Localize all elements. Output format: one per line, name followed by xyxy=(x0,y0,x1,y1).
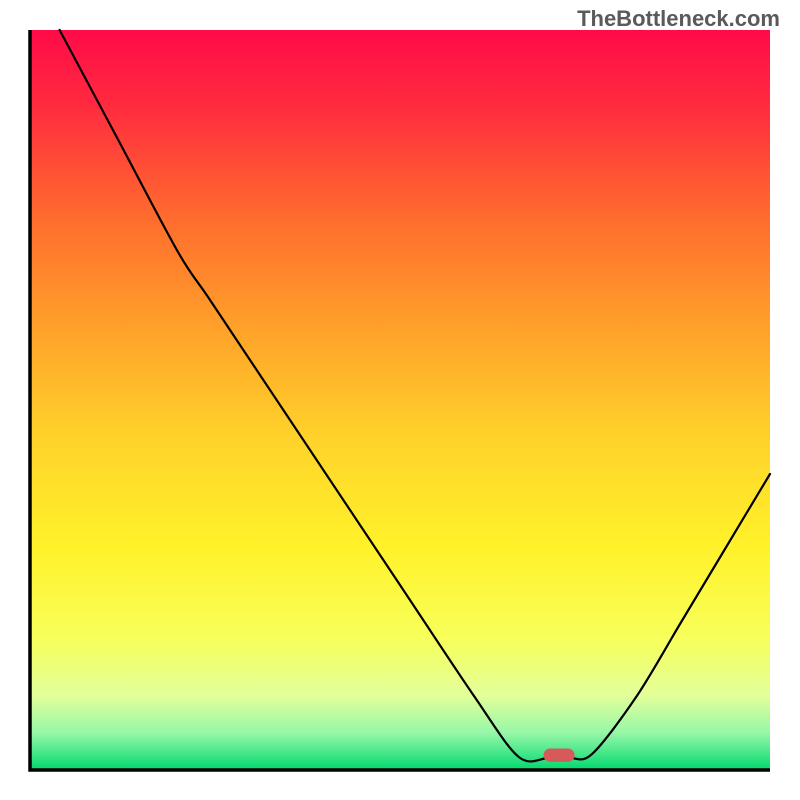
optimal-marker xyxy=(544,749,575,762)
bottleneck-chart: TheBottleneck.com xyxy=(0,0,800,800)
watermark-text: TheBottleneck.com xyxy=(577,6,780,32)
chart-svg xyxy=(0,0,800,800)
